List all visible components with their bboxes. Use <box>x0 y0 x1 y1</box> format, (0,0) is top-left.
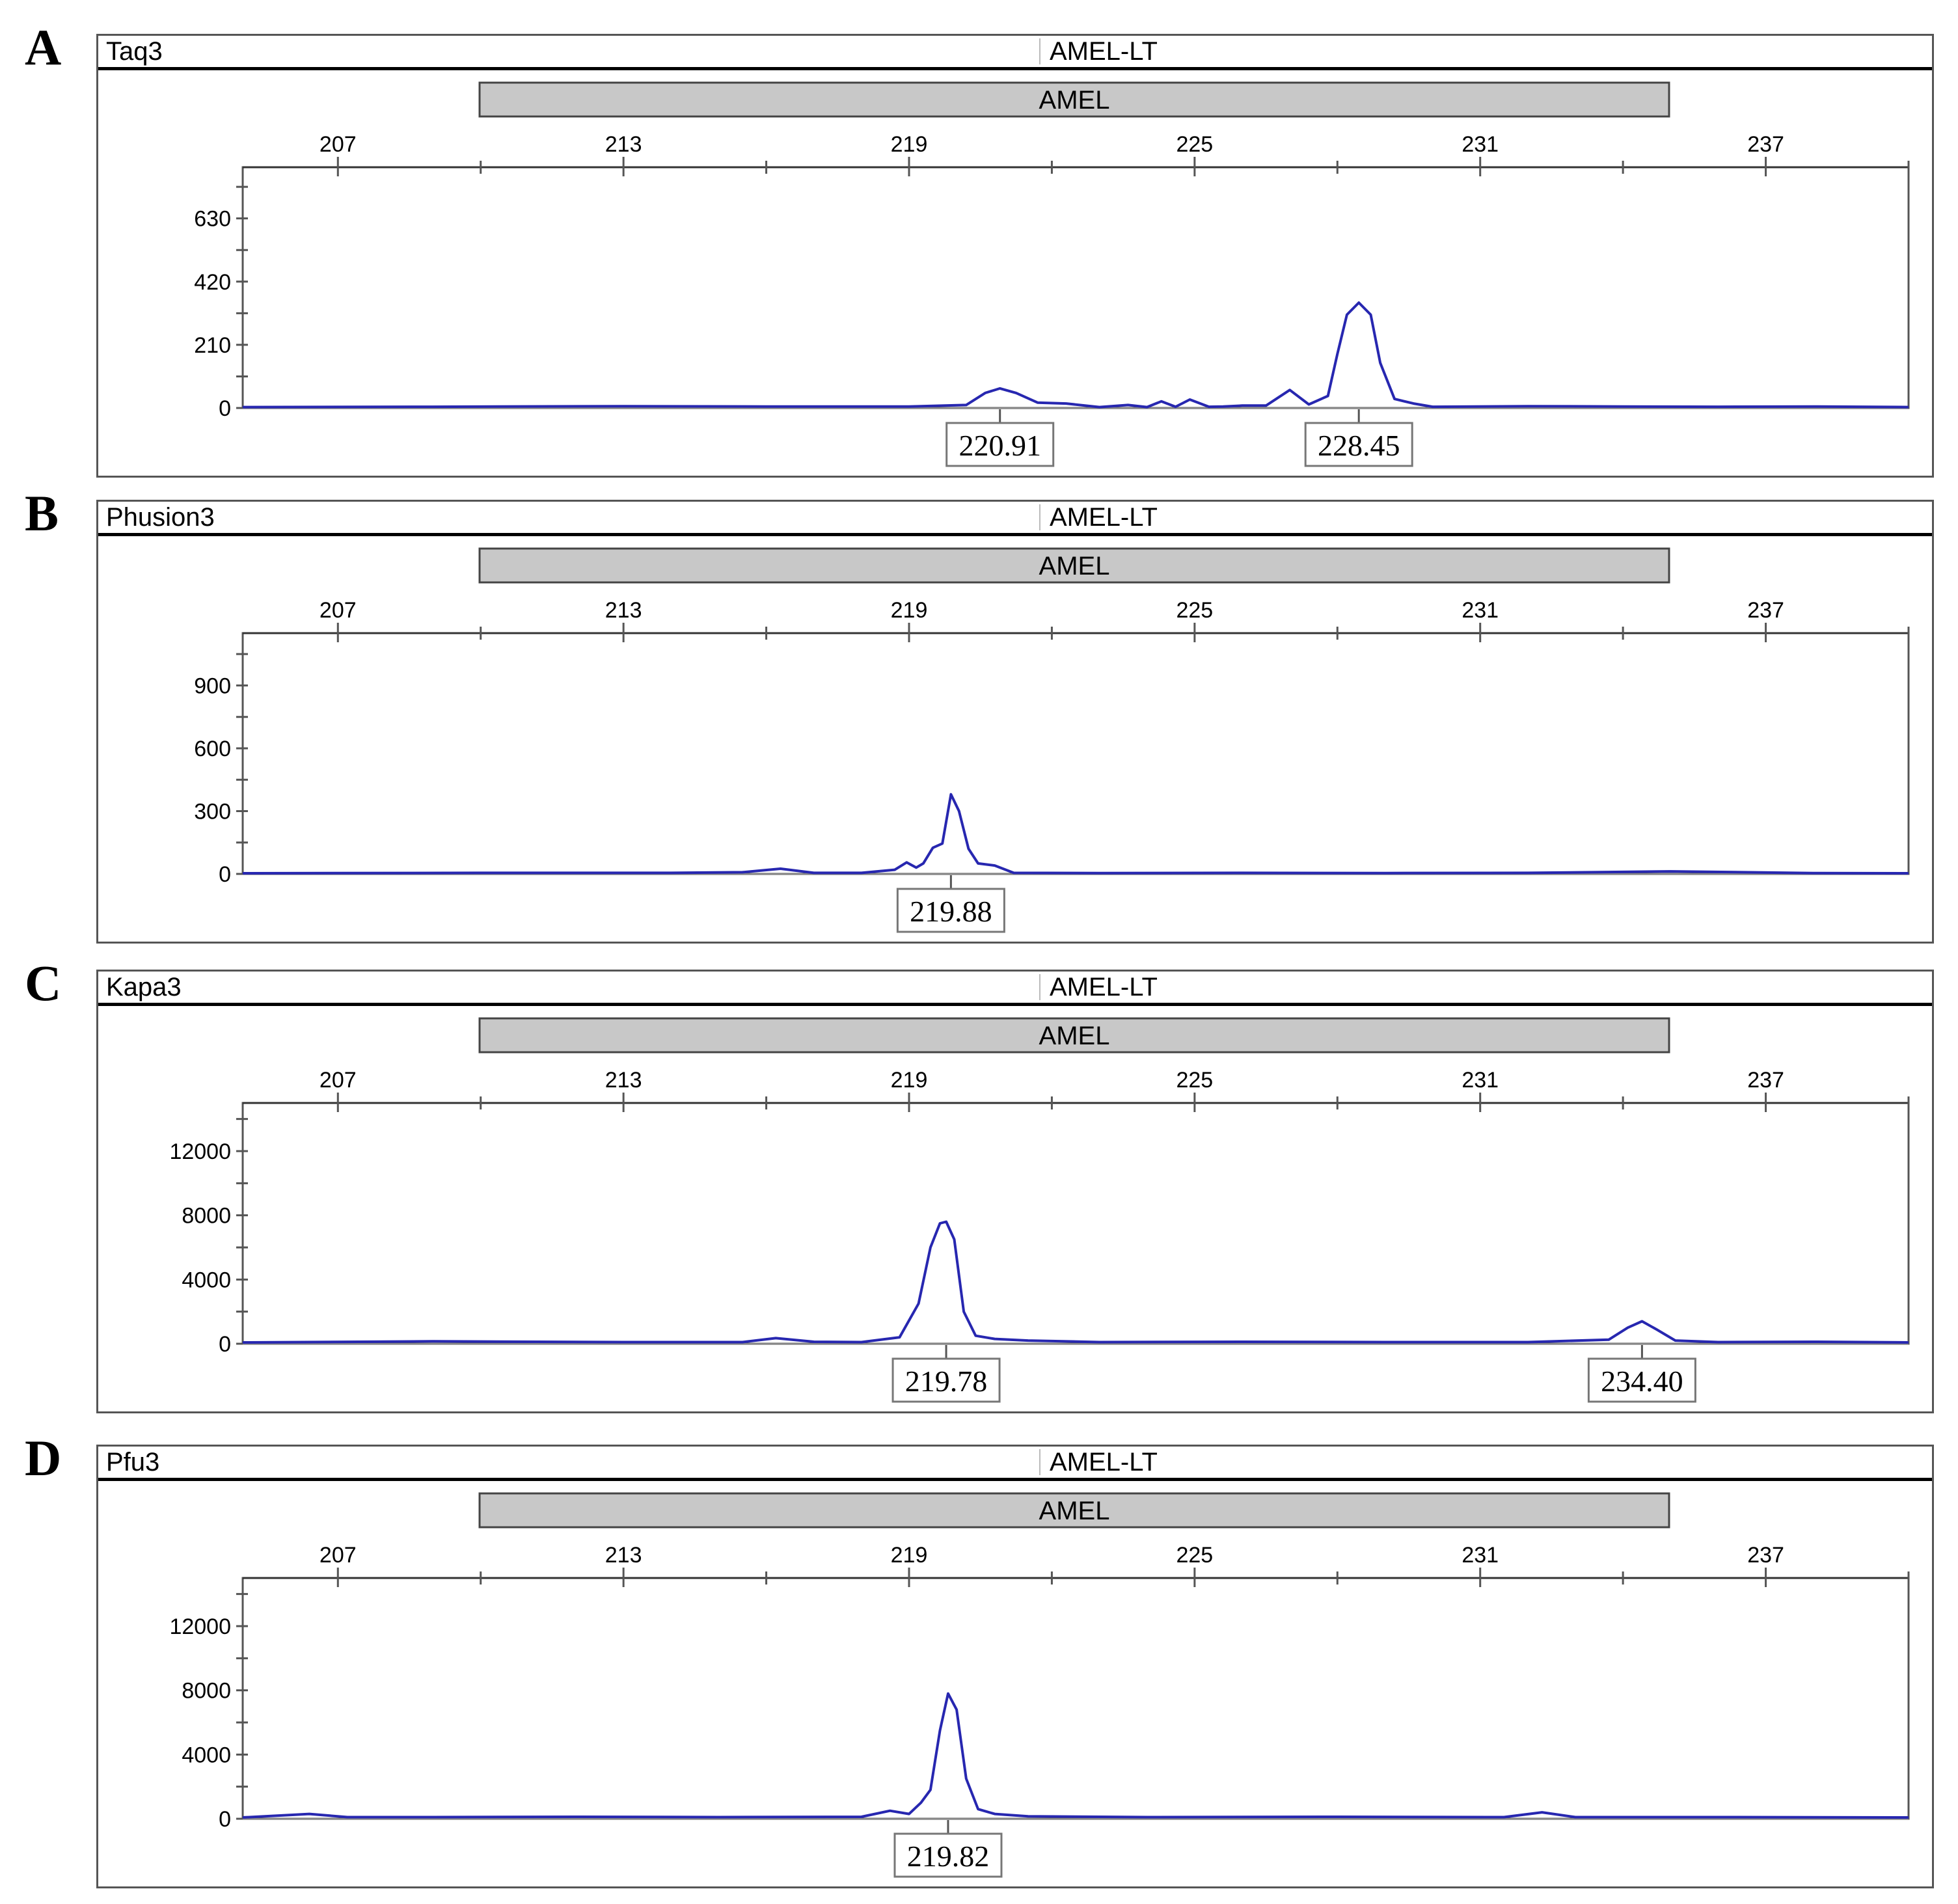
peak-label-box <box>896 888 1005 933</box>
panel-letter-c: C <box>25 955 62 1011</box>
x-tick-label: 213 <box>605 1543 642 1568</box>
y-tick-label: 12000 <box>169 1614 231 1639</box>
trace-line <box>242 1692 1909 1819</box>
header-divider <box>1039 1449 1040 1475</box>
marker-bar <box>478 547 1670 584</box>
y-tick-label: 0 <box>219 862 231 887</box>
x-tick-label: 207 <box>320 1543 357 1568</box>
x-tick-label: 213 <box>605 132 642 157</box>
peak-label-box <box>945 422 1055 467</box>
y-tick-label: 8000 <box>182 1204 231 1229</box>
marker-bar <box>478 1492 1670 1529</box>
dye-name: AMEL-LT <box>1050 973 1158 1001</box>
y-tick-label: 600 <box>194 737 231 761</box>
x-tick-label: 207 <box>320 132 357 157</box>
x-tick-label: 219 <box>891 598 928 623</box>
y-tick-label: 300 <box>194 799 231 824</box>
peak-label: 234.40 <box>1601 1365 1683 1398</box>
x-tick-label: 225 <box>1176 1543 1213 1568</box>
header-divider <box>1039 38 1040 64</box>
electropherogram: AMEL 207 213 219 225 231 237 12000 8000 4000 0 219.… <box>169 1492 1910 1878</box>
peak-label: 228.45 <box>1318 429 1400 462</box>
dye-name: AMEL-LT <box>1050 37 1158 66</box>
y-tick-label: 0 <box>219 1807 231 1832</box>
panel-header: Taq3 AMEL-LT <box>98 36 1932 70</box>
y-tick-label: 630 <box>194 207 231 232</box>
x-tick-label: 225 <box>1176 132 1213 157</box>
y-tick-label: 4000 <box>182 1268 231 1292</box>
x-tick-label: 237 <box>1747 1543 1784 1568</box>
marker-bar <box>478 81 1670 118</box>
electropherogram: AMEL 207 213 219 225 231 237 12000 8000 4000 0 219.… <box>169 1017 1910 1403</box>
panel-letter-a: A <box>25 19 62 75</box>
plot-frame <box>241 1577 1910 1820</box>
trace-line <box>242 793 1909 875</box>
panel-letter-b: B <box>25 485 59 541</box>
dye-name: AMEL-LT <box>1050 1448 1158 1476</box>
dye-name: AMEL-LT <box>1050 503 1158 532</box>
header-divider <box>1039 974 1040 1000</box>
sample-name: Taq3 <box>106 37 163 66</box>
plot-frame <box>241 166 1910 409</box>
panel-c: Kapa3 AMEL-LT AMEL 207 213 219 225 231 237 1200… <box>96 970 1934 1413</box>
header-divider <box>1039 504 1040 530</box>
panel-d: Pfu3 AMEL-LT AMEL 207 213 219 225 231 237 12000… <box>96 1445 1934 1888</box>
plot-frame <box>241 632 1910 875</box>
x-tick-label: 231 <box>1462 132 1499 157</box>
x-tick-label: 219 <box>891 1543 928 1568</box>
marker-label: AMEL <box>1039 552 1110 580</box>
plot-frame <box>241 1102 1910 1345</box>
trace-line <box>242 1220 1909 1344</box>
x-tick-label: 225 <box>1176 598 1213 623</box>
sample-name: Phusion3 <box>106 503 215 532</box>
panel-header: Pfu3 AMEL-LT <box>98 1447 1932 1481</box>
marker-label: AMEL <box>1039 1497 1110 1525</box>
x-tick-label: 225 <box>1176 1068 1213 1093</box>
panel-a: Taq3 AMEL-LT AMEL 207 213 219 225 231 237 630 42… <box>96 34 1934 478</box>
peak-label: 219.88 <box>910 895 992 928</box>
x-tick-label: 207 <box>320 598 357 623</box>
y-tick-label: 0 <box>219 1332 231 1357</box>
x-tick-label: 219 <box>891 132 928 157</box>
x-tick-label: 237 <box>1747 1068 1784 1093</box>
peak-label: 219.82 <box>907 1840 990 1873</box>
y-tick-label: 8000 <box>182 1679 231 1704</box>
x-tick-label: 219 <box>891 1068 928 1093</box>
trace-line <box>242 301 1909 409</box>
peak-label: 219.78 <box>905 1365 988 1398</box>
marker-bar <box>478 1017 1670 1054</box>
y-tick-label: 4000 <box>182 1743 231 1767</box>
y-tick-label: 900 <box>194 673 231 698</box>
peak-label: 220.91 <box>959 429 1041 462</box>
peak-label-box <box>1587 1357 1696 1403</box>
marker-label: AMEL <box>1039 86 1110 115</box>
y-tick-label: 420 <box>194 270 231 295</box>
sample-name: Pfu3 <box>106 1448 160 1476</box>
x-tick-label: 213 <box>605 1068 642 1093</box>
x-tick-label: 237 <box>1747 132 1784 157</box>
y-tick-label: 12000 <box>169 1139 231 1164</box>
panel-header: Kapa3 AMEL-LT <box>98 972 1932 1006</box>
y-tick-label: 210 <box>194 333 231 358</box>
panel-header: Phusion3 AMEL-LT <box>98 502 1932 536</box>
panel-letter-d: D <box>25 1430 62 1486</box>
peak-label-box <box>1304 422 1413 467</box>
sample-name: Kapa3 <box>106 973 182 1001</box>
x-tick-label: 237 <box>1747 598 1784 623</box>
x-tick-label: 231 <box>1462 1068 1499 1093</box>
y-tick-label: 0 <box>219 396 231 421</box>
x-tick-label: 207 <box>320 1068 357 1093</box>
panel-b: Phusion3 AMEL-LT AMEL 207 213 219 225 231 237 9… <box>96 500 1934 944</box>
marker-label: AMEL <box>1039 1022 1110 1050</box>
x-tick-label: 213 <box>605 598 642 623</box>
electropherogram: AMEL 207 213 219 225 231 237 900 600 300 0 219.88 <box>194 547 1910 933</box>
peak-label-box <box>891 1357 1001 1403</box>
x-tick-label: 231 <box>1462 598 1499 623</box>
peak-label-box <box>893 1832 1003 1878</box>
electropherogram: AMEL 207 213 219 225 231 237 630 420 210 0 220.91 22… <box>194 81 1910 467</box>
x-tick-label: 231 <box>1462 1543 1499 1568</box>
